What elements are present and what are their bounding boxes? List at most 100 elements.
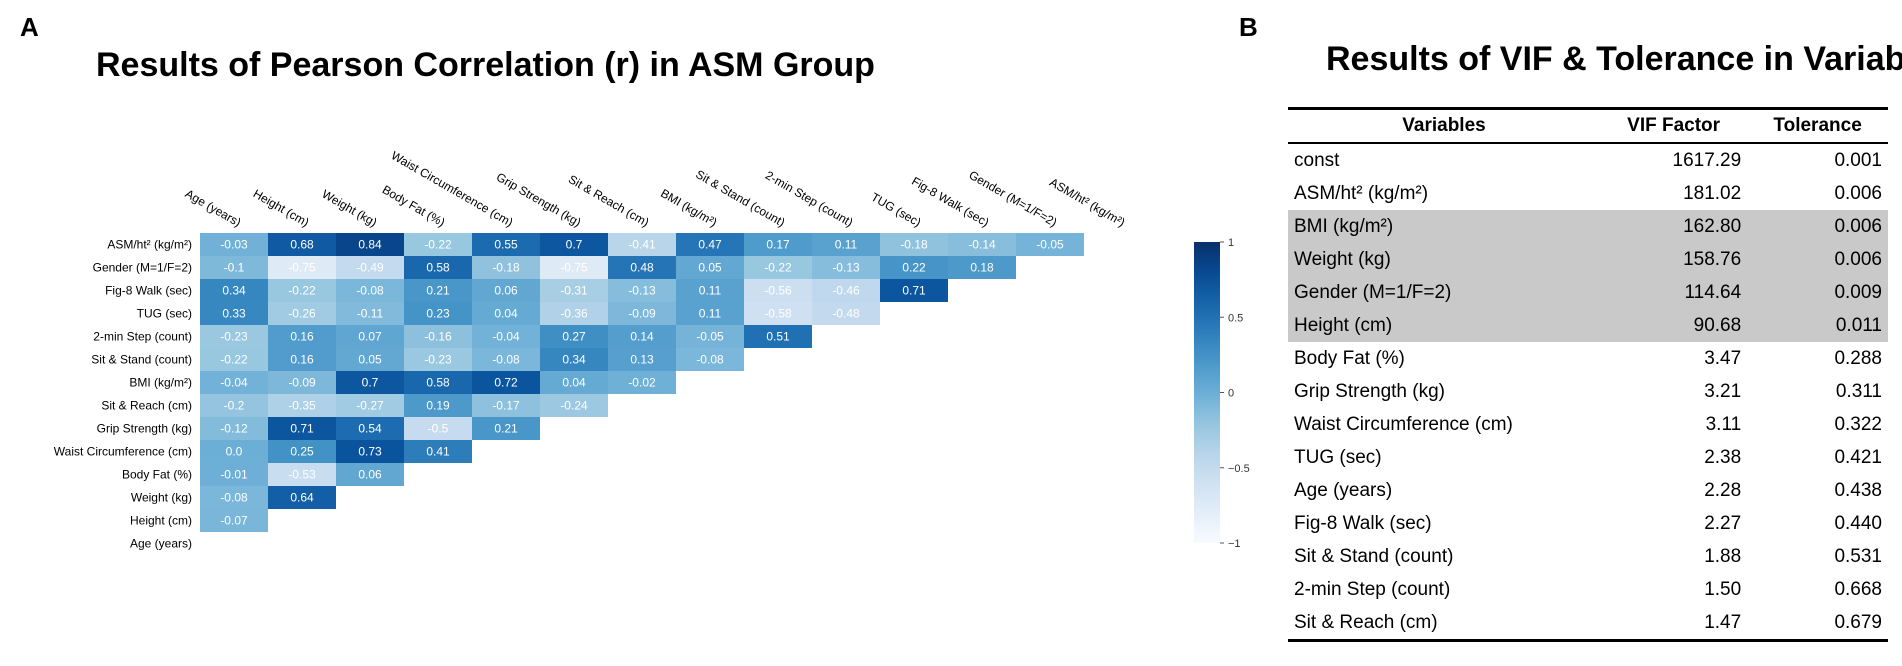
cell-value: -0.23 <box>424 353 452 367</box>
vif-cell: 2.38 <box>1704 446 1742 468</box>
cell-value: -0.22 <box>424 238 452 252</box>
variable-cell: 2-min Step (count) <box>1294 578 1451 600</box>
table-row: Body Fat (%) 3.47 0.288 <box>1288 342 1888 375</box>
colorbar-tick-label: −1 <box>1228 538 1241 550</box>
variable-cell: Sit & Reach (cm) <box>1288 606 1600 642</box>
variable-cell: Grip Strength (kg) <box>1294 380 1445 402</box>
heatmap-cell <box>812 233 880 256</box>
cell-value: -0.17 <box>492 399 520 413</box>
cell-value: 0.05 <box>358 353 382 367</box>
cell-value: 0.54 <box>358 422 382 436</box>
variable-cell: Waist Circumference (cm) <box>1294 413 1513 435</box>
heatmap-cell <box>200 302 268 325</box>
column-label: TUG (sec) <box>869 190 924 230</box>
cell-value: 0.51 <box>766 330 790 344</box>
heatmap-cell <box>744 279 812 302</box>
cell-value: -0.08 <box>356 284 384 298</box>
heatmap-cell <box>676 302 744 325</box>
cell-value: 0.73 <box>358 445 382 459</box>
tolerance-cell: 0.009 <box>1747 276 1888 309</box>
colorbar-tick-label: 0.5 <box>1228 312 1243 324</box>
heatmap-cell <box>336 440 404 463</box>
heatmap-cell <box>812 279 880 302</box>
column-label: Age (years) <box>183 186 244 229</box>
cell-value: -0.75 <box>560 261 588 275</box>
heatmap-cell <box>200 417 268 440</box>
heatmap-cells: -0.03 0.68 0.84 -0.22 0.55 0.7 -0.41 0.47 0.17 0.… <box>200 233 1084 532</box>
row-label: 2-min Step (count) <box>93 330 192 344</box>
heatmap-cell <box>472 417 540 440</box>
row-label: Body Fat (%) <box>122 468 192 482</box>
heatmap-cell <box>268 279 336 302</box>
heatmap-cell <box>268 325 336 348</box>
variable-cell: TUG (sec) <box>1294 446 1382 468</box>
cell-value: -0.35 <box>288 399 316 413</box>
cell-value: -0.05 <box>696 330 724 344</box>
vif-cell: 158.76 <box>1600 243 1748 276</box>
tolerance-cell: 0.001 <box>1834 149 1882 171</box>
heatmap-cell <box>268 302 336 325</box>
cell-value: 0.33 <box>222 307 246 321</box>
variable-cell: Age (years) <box>1294 479 1393 501</box>
heatmap-cell <box>200 486 268 509</box>
tolerance-cell: 0.006 <box>1747 243 1888 276</box>
heatmap-cell <box>336 233 404 256</box>
column-label: ASM/ht² (kg/m²) <box>1047 175 1127 229</box>
panel-a-letter: A <box>20 12 39 42</box>
cell-value: 0.21 <box>426 284 450 298</box>
heatmap-cell <box>540 348 608 371</box>
cell-value: -0.05 <box>1036 238 1064 252</box>
cell-value: -0.08 <box>696 353 724 367</box>
tolerance-cell: 0.006 <box>1834 182 1882 204</box>
vif-cell: 90.68 <box>1600 309 1748 342</box>
heatmap-cell <box>404 417 472 440</box>
heatmap-cell <box>812 256 880 279</box>
cell-value: 0.13 <box>630 353 654 367</box>
heatmap-cell <box>336 371 404 394</box>
table-row: Sit & Stand (count) 1.88 0.531 <box>1288 540 1888 573</box>
heatmap-cell <box>676 256 744 279</box>
cell-value: 0.41 <box>426 445 450 459</box>
row-label: ASM/ht² (kg/m²) <box>107 238 192 252</box>
heatmap-cell <box>336 256 404 279</box>
heatmap-cell <box>336 348 404 371</box>
cell-value: -0.48 <box>832 307 860 321</box>
heatmap-cell <box>472 371 540 394</box>
cell-value: 0.05 <box>698 261 722 275</box>
row-label: TUG (sec) <box>137 307 192 321</box>
row-label: Gender (M=1/F=2) <box>93 261 192 275</box>
heatmap-cell <box>540 256 608 279</box>
table-row: Age (years) 2.28 0.438 <box>1288 474 1888 507</box>
cell-value: 0.7 <box>362 376 379 390</box>
row-label: BMI (kg/m²) <box>129 376 192 390</box>
heatmap-cell <box>472 348 540 371</box>
cell-value: 0.06 <box>494 284 518 298</box>
vif-cell: 181.02 <box>1683 182 1742 204</box>
heatmap-cell <box>948 233 1016 256</box>
table-row: TUG (sec) 2.38 0.421 <box>1288 441 1888 474</box>
heatmap-cell <box>200 371 268 394</box>
tolerance-cell: 0.679 <box>1747 606 1888 642</box>
cell-value: 0.64 <box>290 491 314 505</box>
vif-cell: 1.50 <box>1704 578 1742 600</box>
cell-value: -0.58 <box>764 307 792 321</box>
row-label: Grip Strength (kg) <box>97 422 192 436</box>
correlation-heatmap: -0.03 0.68 0.84 -0.22 0.55 0.7 -0.41 0.47 0.17 0.… <box>54 148 1250 550</box>
heatmap-cell <box>472 302 540 325</box>
table-row: Waist Circumference (cm) 3.11 0.322 <box>1288 408 1888 441</box>
table-row: Sit & Reach (cm) 1.47 0.679 <box>1288 606 1888 642</box>
cell-value: -0.16 <box>424 330 452 344</box>
cell-value: 0.72 <box>494 376 518 390</box>
cell-value: 0.18 <box>970 261 994 275</box>
heatmap-cell <box>268 256 336 279</box>
cell-value: 0.22 <box>902 261 926 275</box>
heatmap-cell <box>404 348 472 371</box>
tolerance-cell: 0.311 <box>1835 380 1882 402</box>
cell-value: -0.11 <box>357 307 384 321</box>
cell-value: 0.58 <box>426 376 450 390</box>
column-header-variables: Variables <box>1288 107 1600 144</box>
vif-cell: 2.28 <box>1704 479 1742 501</box>
column-label: Body Fat (%) <box>380 182 448 229</box>
vif-cell: 114.64 <box>1600 276 1748 309</box>
cell-value: 0.27 <box>562 330 586 344</box>
